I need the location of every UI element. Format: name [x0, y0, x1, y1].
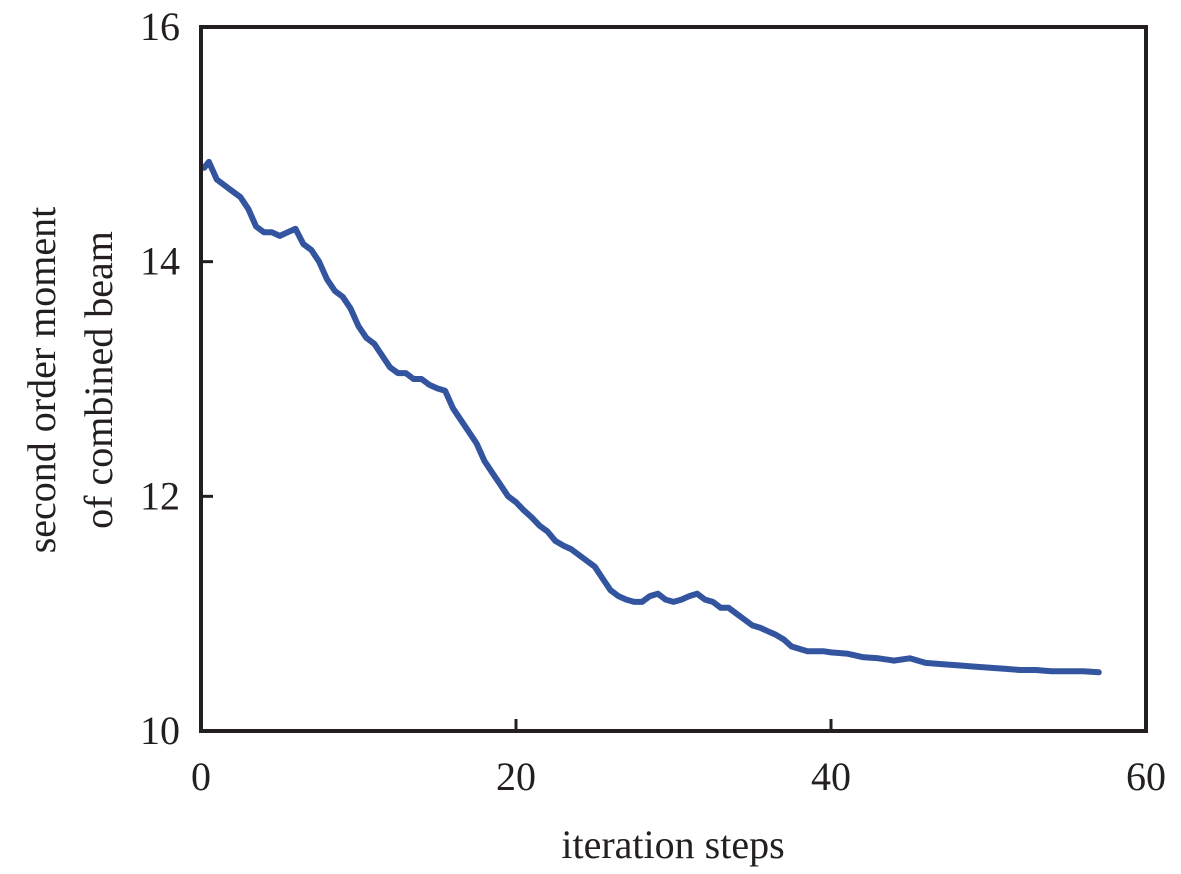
x-tick-label: 60 [1126, 754, 1166, 799]
y-axis-title-line-1: second order moment [19, 207, 64, 554]
plot-layer [201, 158, 1102, 676]
x-tick-label: 0 [191, 754, 211, 799]
plot-frame [199, 25, 1148, 733]
x-tick-label: 20 [496, 754, 536, 799]
y-tick-label: 10 [140, 708, 180, 753]
y-tick-label: 14 [140, 239, 180, 284]
y-axis-title-line-2: of combined beam [76, 231, 121, 529]
x-tick-label: 40 [811, 754, 851, 799]
ticks-layer: 0 20 40 60 10 12 14 16 [140, 4, 1166, 799]
y-tick-label: 16 [140, 4, 180, 49]
series-line [201, 158, 1102, 676]
x-axis-title: iteration steps [561, 822, 784, 867]
y-tick-label: 12 [140, 473, 180, 518]
